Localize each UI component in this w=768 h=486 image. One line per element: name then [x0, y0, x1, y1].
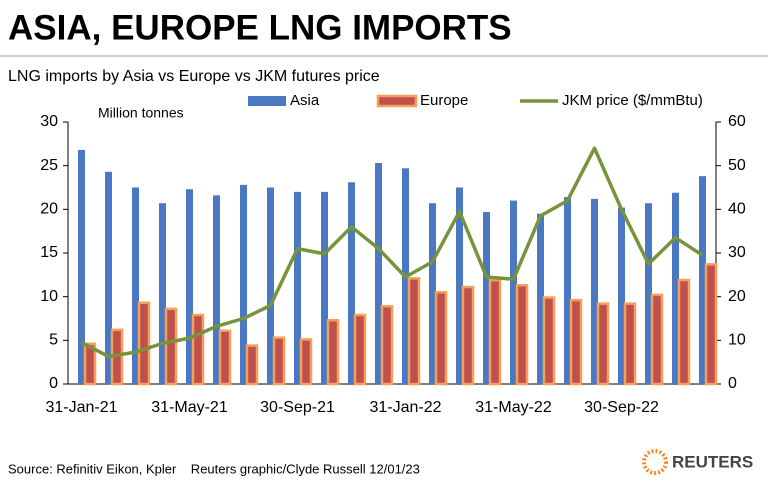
- y-tick-label: 15: [40, 244, 58, 261]
- x-tick-label: 31-Jan-22: [369, 399, 441, 416]
- bar: [645, 203, 652, 384]
- bar: [272, 336, 286, 386]
- x-tick-label: 30-Sep-21: [260, 399, 335, 416]
- bar: [245, 344, 259, 386]
- chart-subtitle: LNG imports by Asia vs Europe vs JKM fut…: [8, 68, 380, 85]
- bar: [299, 338, 313, 386]
- bar: [326, 318, 340, 386]
- bar: [240, 184, 247, 384]
- bar: [569, 298, 583, 386]
- bar: [353, 313, 367, 386]
- bar: [564, 197, 571, 384]
- bar: [407, 277, 421, 386]
- y-tick-label: 25: [40, 157, 58, 174]
- y-tick-label: 10: [40, 288, 58, 305]
- bar: [650, 293, 664, 386]
- bar: [159, 203, 166, 384]
- bar: [348, 182, 355, 384]
- bar: [461, 285, 475, 386]
- y-tick-label: 30: [40, 113, 58, 130]
- x-tick-label: 31-May-22: [475, 399, 552, 416]
- x-tick-label: 31-Jan-21: [45, 399, 117, 416]
- bar: [132, 187, 139, 384]
- bar: [672, 192, 679, 384]
- bar: [137, 301, 151, 386]
- bar: [267, 187, 274, 384]
- bar: [164, 307, 178, 386]
- y2-tick-label: 10: [728, 332, 746, 349]
- legend-label: JKM price ($/mmBtu): [562, 92, 703, 109]
- bar: [677, 278, 691, 386]
- chart-title: ASIA, EUROPE LNG IMPORTS: [8, 8, 512, 47]
- bar: [191, 313, 205, 386]
- y2-tick-label: 60: [728, 113, 746, 130]
- bar: [213, 195, 220, 384]
- bar: [618, 207, 625, 384]
- bar: [294, 191, 301, 384]
- bar: [623, 302, 637, 386]
- y2-tick-label: 40: [728, 201, 746, 218]
- bar: [596, 302, 610, 386]
- x-tick-label: 30-Sep-22: [584, 399, 659, 416]
- bar: [83, 342, 97, 386]
- y2-tick-label: 30: [728, 244, 746, 261]
- bar: [488, 278, 502, 386]
- bar: [591, 198, 598, 384]
- y-axis-label: Million tonnes: [98, 105, 184, 121]
- bar: [375, 163, 382, 384]
- bar: [542, 296, 556, 386]
- y-tick-label: 20: [40, 201, 58, 218]
- bar: [218, 329, 232, 386]
- bar: [105, 171, 112, 384]
- brand-name: REUTERS: [672, 452, 753, 471]
- x-tick-label: 31-May-21: [151, 399, 228, 416]
- bar: [515, 284, 529, 386]
- legend-swatch: [248, 96, 286, 106]
- bar: [321, 191, 328, 384]
- bar: [186, 189, 193, 384]
- y-tick-label: 0: [49, 375, 58, 392]
- legend-label: Asia: [290, 92, 320, 109]
- bar: [483, 211, 490, 384]
- bar: [456, 187, 463, 384]
- bar: [699, 176, 706, 384]
- y2-tick-label: 50: [728, 157, 746, 174]
- y-tick-label: 5: [49, 332, 58, 349]
- bar: [380, 305, 394, 386]
- bar: [434, 291, 448, 386]
- bar: [704, 263, 718, 386]
- bar: [537, 213, 544, 384]
- bar: [78, 149, 85, 384]
- legend-swatch: [376, 94, 418, 108]
- price-line: [80, 146, 704, 359]
- y2-tick-label: 20: [728, 288, 746, 305]
- legend-label: Europe: [420, 92, 468, 109]
- bar: [429, 203, 436, 384]
- brand-logo: [642, 449, 668, 475]
- y2-tick-label: 0: [728, 375, 737, 392]
- source-note: Source: Refinitiv Eikon, Kpler Reuters g…: [8, 461, 420, 476]
- bar: [510, 200, 517, 384]
